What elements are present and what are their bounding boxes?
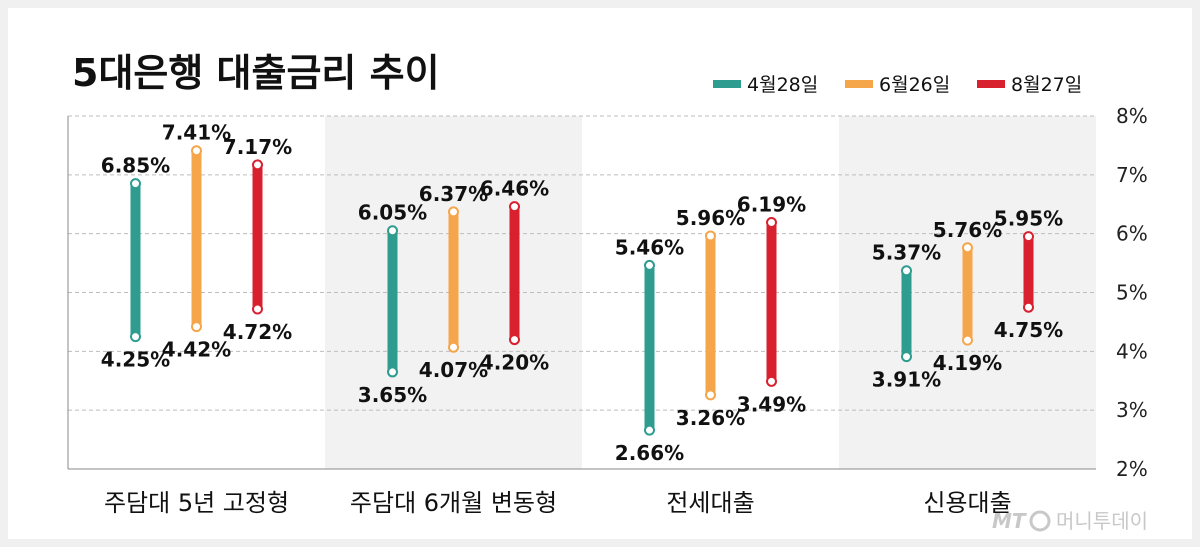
low-point [705, 389, 716, 401]
low-value-label: 4.42% [162, 338, 231, 362]
range-bar [130, 183, 141, 337]
low-point [448, 341, 459, 353]
high-point [387, 225, 398, 237]
range-bar [252, 164, 263, 309]
low-point [644, 424, 655, 436]
high-point [130, 178, 141, 190]
high-point [644, 259, 655, 271]
high-value-label: 6.19% [737, 192, 806, 216]
low-value-label: 4.20% [480, 351, 549, 375]
legend-swatch [845, 80, 873, 88]
range-bar [962, 247, 973, 341]
high-value-label: 6.46% [480, 177, 549, 201]
low-value-label: 4.25% [101, 348, 170, 372]
low-value-label: 3.26% [676, 406, 745, 430]
high-point [766, 216, 777, 228]
watermark-logo: MT [992, 509, 1027, 533]
low-point [1023, 301, 1034, 313]
range-bars [130, 145, 1034, 436]
range-bar [509, 206, 520, 340]
low-point [901, 351, 912, 363]
range-bar [705, 236, 716, 395]
high-point [962, 242, 973, 254]
y-tick-label: 2% [1116, 457, 1148, 481]
y-tick-label: 6% [1116, 222, 1148, 246]
low-value-label: 4.75% [994, 318, 1063, 342]
high-value-label: 5.76% [933, 218, 1002, 242]
high-point [509, 201, 520, 213]
high-value-label: 5.37% [872, 241, 941, 265]
low-value-label: 4.72% [223, 320, 292, 344]
gridlines [67, 115, 1096, 470]
low-point [509, 334, 520, 346]
high-point [901, 265, 912, 277]
high-point [705, 230, 716, 242]
low-value-label: 4.07% [419, 358, 488, 382]
legend-label: 6월26일 [879, 74, 950, 96]
low-point [191, 321, 202, 333]
legend: 4월28일 6월26일 8월27일 [713, 74, 1082, 96]
low-value-label: 3.65% [358, 383, 427, 407]
y-axis-ticks: 2% 3% 4% 5% 6% 7% 8% [1116, 104, 1148, 481]
category-label: 주담대 5년 고정형 [104, 489, 289, 517]
y-tick-label: 5% [1116, 281, 1148, 305]
low-value-label: 2.66% [615, 441, 684, 465]
high-point [252, 159, 263, 171]
high-point [191, 145, 202, 157]
range-bar [901, 270, 912, 357]
high-value-label: 5.96% [676, 206, 745, 230]
low-point [387, 366, 398, 378]
high-value-label: 6.05% [358, 201, 427, 225]
high-value-label: 7.17% [223, 135, 292, 159]
low-value-label: 3.91% [872, 368, 941, 392]
range-bar [191, 150, 202, 327]
watermark-logo-icon [1029, 510, 1051, 532]
legend-label: 8월27일 [1011, 74, 1082, 96]
legend-swatch [713, 80, 741, 88]
y-tick-label: 4% [1116, 339, 1148, 363]
high-value-label: 6.85% [101, 154, 170, 178]
range-bar [387, 230, 398, 372]
low-value-label: 3.49% [737, 392, 806, 416]
high-value-label: 6.37% [419, 182, 488, 206]
y-tick-label: 3% [1116, 398, 1148, 422]
category-labels: 주담대 5년 고정형 주담대 6개월 변동형 전세대출 신용대출 [104, 489, 1012, 517]
range-bar [644, 265, 655, 431]
y-tick-label: 8% [1116, 104, 1148, 128]
high-point [1023, 231, 1034, 243]
high-point [448, 206, 459, 218]
category-label: 전세대출 [666, 489, 754, 517]
low-point [766, 375, 777, 387]
data-labels: 6.85% 4.25% 7.41% 4.42% 7.17% 4.72% 6.05% 3.65%… [101, 121, 1063, 465]
chart-title: 5대은행 대출금리 추이 [72, 51, 440, 95]
y-tick-label: 7% [1116, 163, 1148, 187]
high-value-label: 7.41% [162, 121, 231, 145]
range-bar [766, 222, 777, 382]
range-bar [1023, 236, 1034, 308]
high-value-label: 5.46% [615, 235, 684, 259]
watermark: MT 머니투데이 [992, 509, 1148, 533]
legend-label: 4월28일 [747, 74, 818, 96]
low-value-label: 4.19% [933, 351, 1002, 375]
high-value-label: 5.95% [994, 207, 1063, 231]
legend-swatch [977, 80, 1005, 88]
range-bar [448, 211, 459, 348]
low-point [130, 331, 141, 343]
low-point [252, 303, 263, 315]
category-label: 주담대 6개월 변동형 [350, 489, 557, 517]
category-label: 신용대출 [923, 489, 1011, 517]
watermark-text: 머니투데이 [1056, 509, 1148, 533]
low-point [962, 334, 973, 346]
